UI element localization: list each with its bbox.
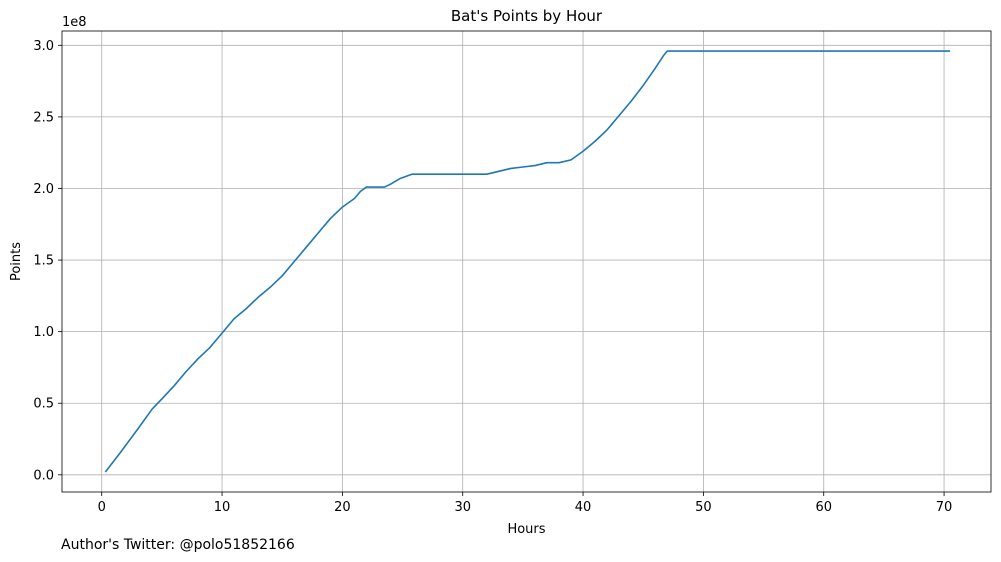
y-tick-label: 1.5 (33, 254, 54, 269)
y-tick-label: 0.5 (33, 397, 54, 412)
y-axis-label: Points (9, 242, 24, 281)
y-axis-offset-label: 1e8 (62, 15, 87, 30)
y-tick-label: 3.0 (33, 39, 54, 54)
x-tick-label: 50 (695, 500, 712, 515)
x-tick-label: 30 (454, 500, 471, 515)
x-axis-label: Hours (507, 522, 545, 537)
y-tick-label: 2.5 (33, 110, 54, 125)
x-tick-label: 40 (575, 500, 592, 515)
grid-lines (62, 31, 991, 492)
x-tick-label: 60 (815, 500, 832, 515)
x-tick-label: 10 (214, 500, 231, 515)
x-axis-ticks: 0 10 20 30 40 50 60 70 (98, 492, 953, 515)
x-tick-label: 70 (936, 500, 953, 515)
chart-title: Bat's Points by Hour (451, 7, 603, 25)
series-group (104, 50, 951, 473)
y-axis-ticks: 0.0 0.5 1.0 1.5 2.0 2.5 3.0 (33, 39, 62, 483)
x-tick-label: 0 (98, 500, 106, 515)
footer-attribution: Author's Twitter: @polo51852166 (61, 537, 295, 553)
y-tick-label: 0.0 (33, 468, 54, 483)
y-tick-label: 2.0 (33, 182, 54, 197)
y-tick-label: 1.0 (33, 325, 54, 340)
series-line (104, 50, 951, 473)
plot-frame (61, 30, 992, 493)
x-tick-label: 20 (334, 500, 351, 515)
